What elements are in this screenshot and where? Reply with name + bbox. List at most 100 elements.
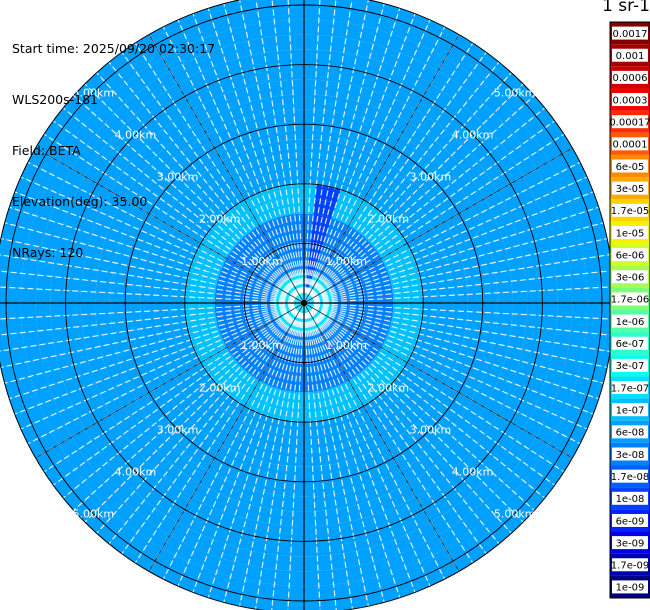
beta-gate xyxy=(298,392,304,408)
beta-gate xyxy=(583,256,601,274)
beta-gate xyxy=(239,101,254,119)
beta-gate xyxy=(252,325,267,336)
beta-gate xyxy=(243,425,256,443)
beta-gate xyxy=(334,142,347,160)
beta-gate xyxy=(264,336,276,350)
beta-gate xyxy=(563,358,581,377)
beta-gate xyxy=(318,435,328,452)
beta-gate xyxy=(288,436,297,452)
beta-gate xyxy=(103,92,125,114)
beta-gate xyxy=(162,213,180,229)
beta-gate xyxy=(250,323,266,333)
beta-gate xyxy=(154,197,172,214)
beta-gate xyxy=(382,112,399,131)
beta-gate xyxy=(118,443,138,463)
beta-gate xyxy=(198,452,215,471)
beta-gate xyxy=(136,392,155,409)
beta-gate xyxy=(223,0,243,16)
beta-gate xyxy=(36,274,53,290)
beta-gate xyxy=(327,523,342,541)
beta-gate xyxy=(56,237,74,254)
beta-gate xyxy=(140,277,157,288)
beta-gate xyxy=(222,432,237,450)
beta-gate xyxy=(279,264,290,279)
beta-gate xyxy=(346,411,359,429)
beta-gate xyxy=(377,178,392,195)
beta-gate xyxy=(372,266,388,277)
beta-gate xyxy=(562,438,581,458)
beta-sector-layer xyxy=(0,0,614,610)
beta-gate xyxy=(383,339,400,351)
beta-gate xyxy=(234,272,250,282)
beta-gate xyxy=(111,272,128,285)
beta-gate xyxy=(330,371,341,387)
beta-gate xyxy=(83,256,100,271)
beta-gate xyxy=(226,362,241,377)
beta-gate xyxy=(216,241,232,255)
beta-gate xyxy=(80,291,96,303)
beta-gate xyxy=(203,270,219,280)
beta-gate xyxy=(426,242,444,255)
beta-gate xyxy=(363,186,378,204)
beta-gate xyxy=(454,480,474,500)
beta-gate xyxy=(199,470,217,489)
beta-gate xyxy=(419,199,437,216)
beta-gate xyxy=(251,228,264,243)
beta-gate xyxy=(566,244,584,262)
beta-gate xyxy=(4,207,21,226)
beta-gate xyxy=(368,399,383,416)
beta-gate xyxy=(135,86,156,107)
beta-gate xyxy=(433,264,450,276)
beta-gate xyxy=(254,267,268,279)
beta-gate xyxy=(219,395,234,412)
beta-gate xyxy=(256,0,273,9)
beta-gate xyxy=(323,216,332,233)
beta-gate xyxy=(415,339,432,352)
beta-gate xyxy=(271,202,281,218)
beta-gate xyxy=(318,584,336,601)
beta-gate xyxy=(453,34,473,54)
beta-gate xyxy=(401,335,418,346)
beta-gate xyxy=(356,199,369,216)
beta-gate xyxy=(222,359,238,373)
beta-gate xyxy=(231,283,247,291)
beta-gate xyxy=(363,303,379,307)
beta-gate xyxy=(331,203,342,220)
beta-gate xyxy=(191,430,208,448)
beta-gate xyxy=(365,590,385,607)
beta-gate xyxy=(254,521,270,539)
beta-gate xyxy=(259,260,273,274)
beta-gate xyxy=(453,392,472,409)
beta-gate xyxy=(291,244,298,260)
beta-gate xyxy=(274,569,290,586)
beta-gate xyxy=(225,58,243,77)
beta-gate xyxy=(257,331,271,343)
beta-gate xyxy=(104,424,124,444)
beta-gate xyxy=(200,418,217,436)
beta-gate xyxy=(375,279,392,288)
beta-gate xyxy=(150,356,168,370)
beta-gate xyxy=(296,422,304,438)
beta-gate xyxy=(554,201,574,221)
beta-gate xyxy=(249,275,265,285)
beta-gate xyxy=(41,355,60,373)
beta-gate xyxy=(200,238,217,251)
beta-gate xyxy=(255,225,267,241)
beta-gate xyxy=(318,154,328,171)
beta-gate xyxy=(403,203,420,219)
beta-gate xyxy=(587,380,604,399)
beta-gate xyxy=(526,278,543,292)
beta-gate xyxy=(104,162,124,182)
beta-gate xyxy=(238,218,252,234)
beta-gate xyxy=(271,494,284,511)
beta-gate xyxy=(291,183,299,200)
beta-gate xyxy=(317,554,333,571)
beta-gate xyxy=(251,363,264,378)
beta-gate xyxy=(403,181,420,198)
beta-gate xyxy=(340,175,353,192)
beta-gate xyxy=(503,72,524,93)
beta-gate xyxy=(568,331,586,348)
beta-gate xyxy=(316,360,324,376)
beta-gate xyxy=(135,499,156,520)
beta-gate xyxy=(39,187,59,207)
